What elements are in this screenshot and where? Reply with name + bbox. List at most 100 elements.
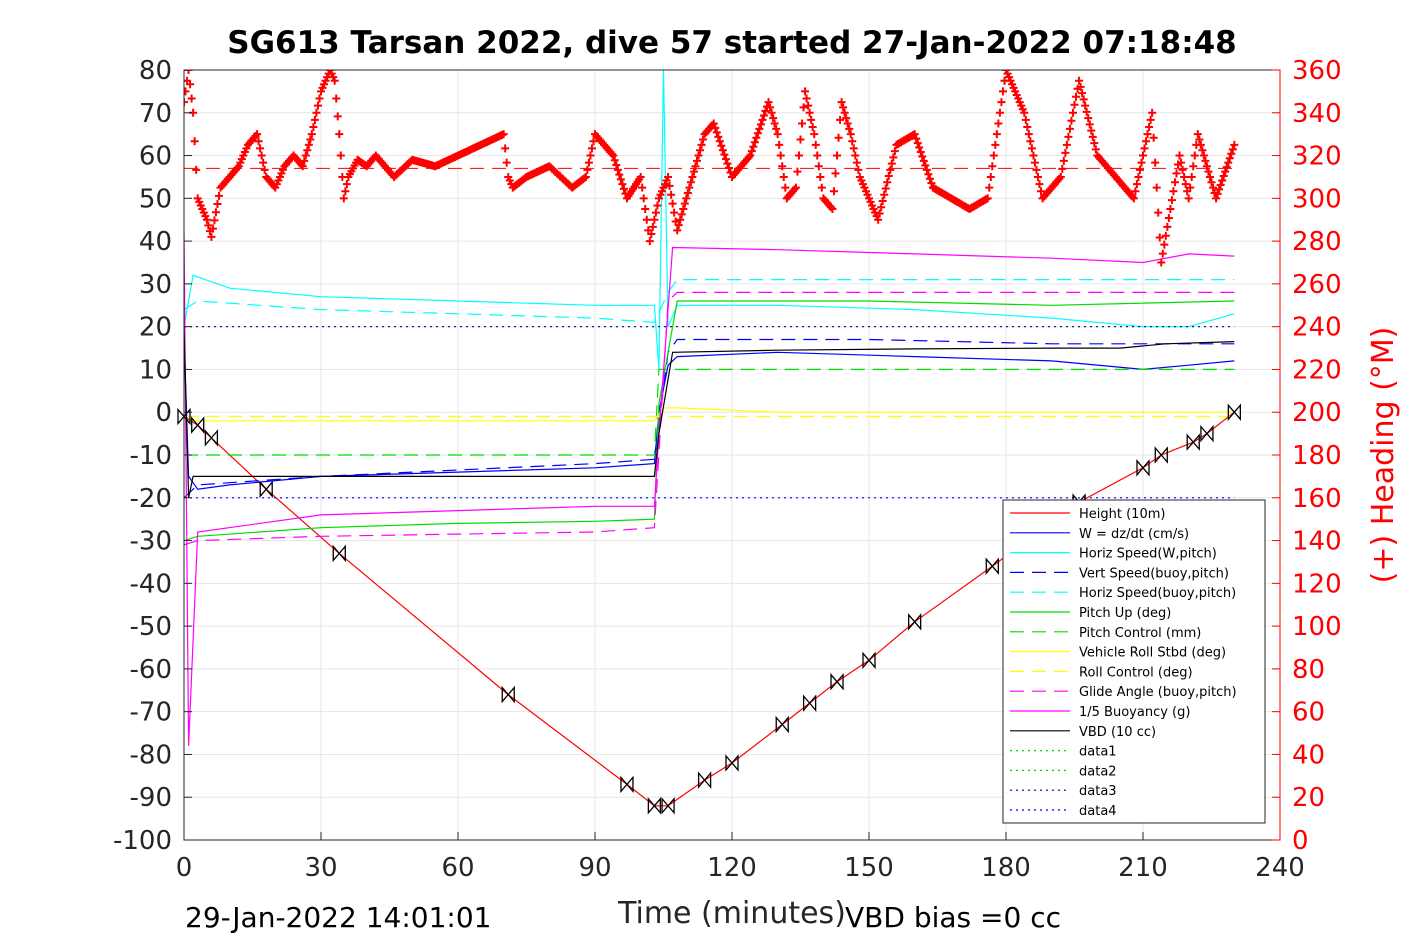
heading-point xyxy=(1064,132,1073,141)
heading-point xyxy=(619,184,628,193)
x-tick-label: 240 xyxy=(1255,853,1305,883)
y-axis-right-label: (+) Heading (°M) xyxy=(1366,327,1401,584)
heading-point xyxy=(746,151,755,160)
heading-point xyxy=(210,216,219,225)
heading-point xyxy=(664,172,673,181)
heading-point xyxy=(315,94,324,103)
heading-point xyxy=(1152,183,1161,192)
heading-point xyxy=(849,144,858,153)
y-right-tick-label: 20 xyxy=(1292,783,1325,813)
heading-point xyxy=(998,87,1007,96)
heading-point xyxy=(1037,187,1046,196)
heading-point xyxy=(213,200,222,209)
heading-point xyxy=(878,197,887,206)
heading-point xyxy=(309,123,318,132)
heading-point xyxy=(1061,148,1070,157)
heading-point xyxy=(207,232,216,241)
y-tick-label: 30 xyxy=(139,270,172,300)
heading-point xyxy=(332,94,341,103)
heading-point xyxy=(1167,196,1176,205)
heading-point xyxy=(1148,108,1157,117)
y-tick-label: -30 xyxy=(130,527,172,557)
heading-point xyxy=(1091,145,1100,154)
heading-point xyxy=(1029,151,1038,160)
heading-point xyxy=(190,137,199,146)
heading-point xyxy=(1088,132,1097,141)
x-tick-label: 180 xyxy=(981,853,1031,883)
heading-point xyxy=(187,94,196,103)
heading-point xyxy=(1218,176,1227,185)
heading-point xyxy=(1070,100,1079,109)
heading-point xyxy=(808,123,817,132)
heading-point xyxy=(1026,137,1035,146)
heading-point xyxy=(616,175,625,184)
heading-point xyxy=(186,80,195,89)
heading-point xyxy=(1145,123,1154,132)
heading-point xyxy=(499,130,508,139)
heading-point xyxy=(883,178,892,187)
heading-point xyxy=(1225,154,1234,163)
heading-point xyxy=(755,124,764,133)
heading-point xyxy=(833,151,842,160)
x-tick-label: 60 xyxy=(441,853,474,883)
heading-point xyxy=(884,172,893,181)
height-marker xyxy=(620,775,634,794)
heading-point xyxy=(254,137,263,146)
height-marker xyxy=(191,416,205,434)
heading-point xyxy=(1131,187,1140,196)
heading-point xyxy=(918,152,927,161)
heading-point xyxy=(1076,82,1085,91)
heading-point xyxy=(1151,158,1160,167)
heading-point xyxy=(257,151,266,160)
heading-point xyxy=(642,215,651,224)
heading-point xyxy=(1204,167,1213,176)
legend-box xyxy=(1002,499,1266,824)
height-marker xyxy=(647,797,662,815)
x-tick-label: 210 xyxy=(1118,853,1168,883)
series-layer xyxy=(184,70,1235,807)
heading-point xyxy=(910,130,919,139)
heading-point xyxy=(1142,137,1151,146)
heading-point xyxy=(714,132,723,141)
x-tick-label: 0 xyxy=(176,853,193,883)
heading-point xyxy=(677,210,686,219)
heading-point xyxy=(1129,194,1138,203)
heading-point xyxy=(1058,164,1067,173)
height-marker xyxy=(725,754,739,772)
heading-point xyxy=(1033,172,1042,181)
height-marker xyxy=(697,771,712,789)
heading-point xyxy=(994,119,1003,128)
heading-point xyxy=(341,187,350,196)
heading-point xyxy=(810,130,819,139)
series-line-glide-angle-buoy-pitch xyxy=(184,291,1235,546)
legend-label: Glide Angle (buoy,pitch) xyxy=(1079,685,1237,700)
heading-point xyxy=(1155,233,1164,242)
heading-point xyxy=(997,98,1006,107)
legend-label: Roll Control (deg) xyxy=(1079,665,1193,680)
heading-point xyxy=(609,151,618,160)
heading-point xyxy=(1184,194,1193,203)
heading-point xyxy=(712,128,721,137)
series-line-vbd-10-cc xyxy=(184,326,1235,498)
x-tick-label: 150 xyxy=(844,853,894,883)
y-right-tick-label: 220 xyxy=(1292,355,1342,385)
heading-point xyxy=(796,135,805,144)
heading-point xyxy=(1175,151,1184,160)
y-right-tick-label: 60 xyxy=(1292,698,1325,728)
y-tick-label: -80 xyxy=(130,740,172,770)
heading-point xyxy=(718,146,727,155)
heading-point xyxy=(665,181,674,190)
heading-point xyxy=(638,183,647,192)
x-axis-ticks: 0 30 60 90 120 150 180 210 240 xyxy=(176,832,1305,883)
heading-point xyxy=(846,130,855,139)
heading-point xyxy=(781,183,790,192)
heading-point xyxy=(989,151,998,160)
heading-point xyxy=(1079,95,1088,104)
heading-point xyxy=(501,144,510,153)
heading-point xyxy=(747,147,756,156)
heading-point xyxy=(1189,162,1198,171)
heading-point xyxy=(773,130,782,139)
heading-point xyxy=(715,137,724,146)
heading-point xyxy=(1207,178,1216,187)
